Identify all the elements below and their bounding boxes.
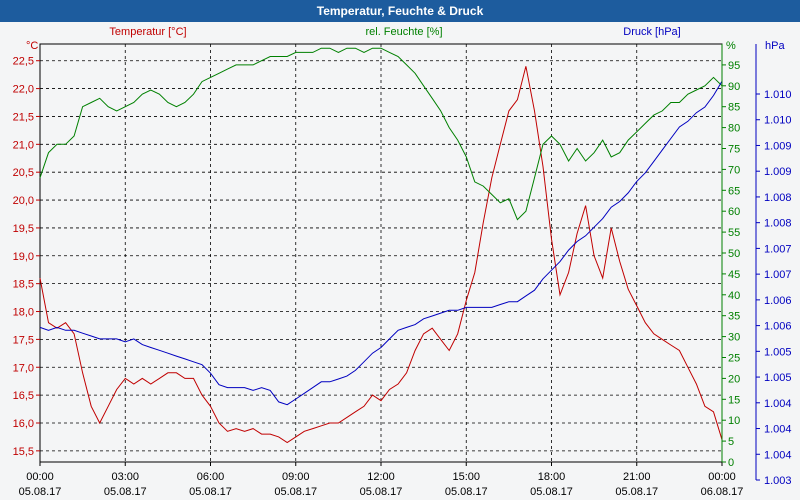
- humidity-axis-title: rel. Feuchte [%]: [365, 26, 442, 38]
- pressure-tick-label: 1.005: [764, 372, 792, 384]
- pressure-tick-label: 1.006: [764, 295, 792, 307]
- x-tick-time-label: 06:00: [197, 471, 225, 483]
- temperature-tick-label: 20,5: [13, 167, 34, 179]
- x-tick-time-label: 03:00: [111, 471, 139, 483]
- temperature-tick-label: 22,5: [13, 56, 34, 68]
- humidity-tick-label: 45: [728, 269, 740, 281]
- humidity-tick-label: 15: [728, 394, 740, 406]
- x-tick-date-label: 05.08.17: [360, 486, 403, 498]
- x-tick-date-label: 05.08.17: [104, 486, 147, 498]
- x-tick-date-label: 05.08.17: [189, 486, 232, 498]
- temperature-tick-label: 16,0: [13, 418, 34, 430]
- pressure-tick-label: 1.004: [764, 449, 792, 461]
- pressure-tick-label: 1.006: [764, 321, 792, 333]
- pressure-tick-label: 1.010: [764, 89, 792, 101]
- pressure-tick-label: 1.004: [764, 424, 792, 436]
- humidity-tick-label: 35: [728, 311, 740, 323]
- chart-title-bar: Temperatur, Feuchte & Druck: [0, 0, 800, 22]
- axes: 15,5 16,0 16,5 17,0 17,5 18,0 18,5 19,0 19,5 20,0…: [13, 44, 792, 498]
- temperature-tick-label: 17,5: [13, 334, 34, 346]
- humidity-tick-label: 20: [728, 373, 740, 385]
- x-tick-time-label: 21:00: [623, 471, 651, 483]
- humidity-tick-label: 70: [728, 164, 740, 176]
- temperature-tick-label: 22,0: [13, 84, 34, 96]
- pressure-axis-title: Druck [hPa]: [623, 26, 680, 38]
- temperature-unit: °C: [26, 40, 38, 52]
- humidity-unit: %: [726, 40, 736, 52]
- humidity-tick-label: 65: [728, 185, 740, 197]
- x-tick-time-label: 09:00: [282, 471, 310, 483]
- x-tick-time-label: 00:00: [26, 471, 54, 483]
- pressure-tick-label: 1.010: [764, 115, 792, 127]
- temperature-tick-label: 19,5: [13, 223, 34, 235]
- pressure-tick-label: 1.007: [764, 269, 792, 281]
- humidity-series-line: [39, 47, 723, 221]
- humidity-tick-label: 5: [728, 436, 734, 448]
- humidity-tick-label: 25: [728, 353, 740, 365]
- x-tick-date-label: 05.08.17: [445, 486, 488, 498]
- x-tick-date-label: 05.08.17: [19, 486, 62, 498]
- x-tick-time-label: 18:00: [538, 471, 566, 483]
- pressure-tick-label: 1.008: [764, 192, 792, 204]
- temperature-series-line: [39, 66, 723, 444]
- humidity-tick-label: 0: [728, 457, 734, 469]
- chart-title: Temperatur, Feuchte & Druck: [316, 4, 484, 18]
- temperature-tick-label: 21,0: [13, 139, 34, 151]
- humidity-tick-label: 90: [728, 81, 740, 93]
- humidity-tick-label: 75: [728, 144, 740, 156]
- temperature-tick-label: 16,5: [13, 390, 34, 402]
- pressure-tick-label: 1.008: [764, 218, 792, 230]
- x-tick-date-label: 05.08.17: [615, 486, 658, 498]
- pressure-unit: hPa: [765, 40, 785, 52]
- x-tick-date-label: 05.08.17: [274, 486, 317, 498]
- pressure-tick-label: 1.009: [764, 140, 792, 152]
- x-tick-time-label: 00:00: [708, 471, 736, 483]
- grid-lines: [40, 44, 722, 462]
- pressure-series-line: [39, 80, 723, 406]
- humidity-tick-label: 10: [728, 415, 740, 427]
- temperature-tick-label: 19,0: [13, 251, 34, 263]
- humidity-tick-label: 55: [728, 227, 740, 239]
- temperature-tick-label: 18,0: [13, 307, 34, 319]
- x-tick-date-label: 05.08.17: [530, 486, 573, 498]
- chart-area: 15,5 16,0 16,5 17,0 17,5 18,0 18,5 19,0 19,5 20,0…: [13, 26, 792, 498]
- humidity-tick-label: 80: [728, 123, 740, 135]
- temperature-tick-label: 20,0: [13, 195, 34, 207]
- temperature-tick-label: 18,5: [13, 279, 34, 291]
- pressure-tick-label: 1.007: [764, 243, 792, 255]
- humidity-tick-label: 85: [728, 102, 740, 114]
- temperature-tick-label: 15,5: [13, 446, 34, 458]
- temperature-axis-title: Temperatur [°C]: [109, 26, 186, 38]
- pressure-tick-label: 1.009: [764, 166, 792, 178]
- pressure-tick-label: 1.003: [764, 475, 792, 487]
- x-tick-date-label: 06.08.17: [701, 486, 744, 498]
- x-tick-time-label: 12:00: [367, 471, 395, 483]
- x-tick-time-label: 15:00: [452, 471, 480, 483]
- humidity-tick-label: 40: [728, 290, 740, 302]
- humidity-tick-label: 95: [728, 60, 740, 72]
- pressure-tick-label: 1.004: [764, 398, 792, 410]
- humidity-tick-label: 60: [728, 206, 740, 218]
- humidity-tick-label: 50: [728, 248, 740, 260]
- temperature-tick-label: 17,0: [13, 362, 34, 374]
- humidity-tick-label: 30: [728, 332, 740, 344]
- series-lines: [39, 47, 723, 444]
- temperature-tick-label: 21,5: [13, 111, 34, 123]
- pressure-tick-label: 1.005: [764, 346, 792, 358]
